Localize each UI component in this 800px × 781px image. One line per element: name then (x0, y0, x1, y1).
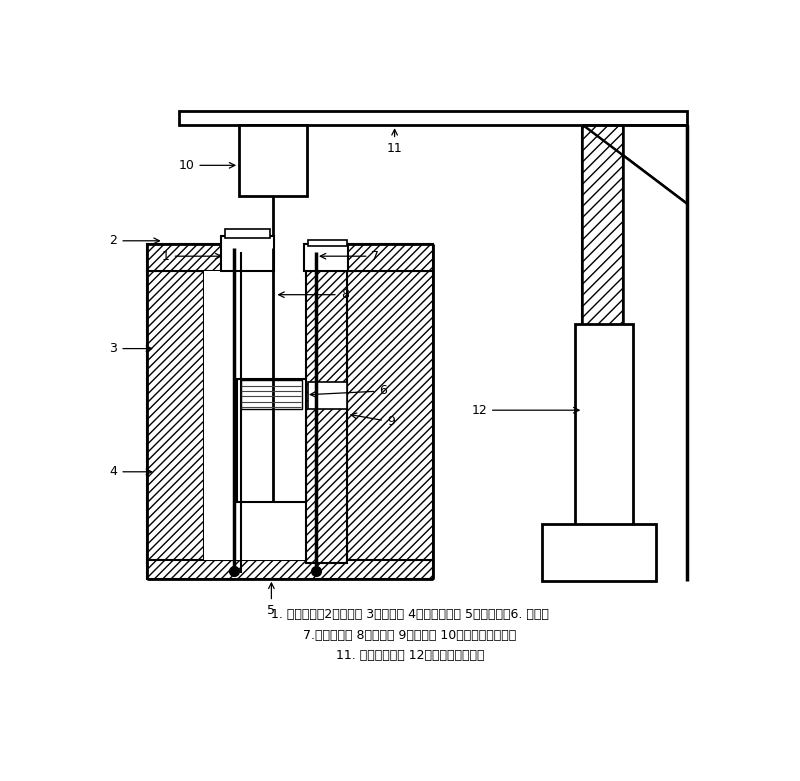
Text: 4: 4 (110, 465, 152, 478)
Text: 8: 8 (278, 288, 349, 301)
Bar (222, 236, 274, 271)
Bar (574, 324, 634, 526)
Bar (347, 271, 433, 563)
Text: 5: 5 (267, 583, 275, 617)
Text: 7.硅钼棒冷端 8、籽晶杆 9、热电偶 10、籽晶杆旋转电机: 7.硅钼棒冷端 8、籽晶杆 9、热电偶 10、籽晶杆旋转电机 (303, 629, 517, 641)
Bar (310, 244, 433, 271)
Text: 1. 陶瓷坩埚盆2、观察孔 3、保温砖 4、硅钼棒热端 5、铂锅底垫6. 铂坩埚: 1. 陶瓷坩埚盆2、观察孔 3、保温砖 4、硅钼棒热端 5、铂锅底垫6. 铂坩埚 (271, 608, 549, 621)
Text: 12: 12 (471, 404, 579, 417)
Text: 1: 1 (162, 250, 221, 262)
Bar (304, 244, 349, 271)
Bar (146, 271, 205, 563)
Text: 9: 9 (351, 413, 394, 428)
Text: 3: 3 (110, 342, 152, 355)
Bar (308, 240, 347, 246)
Bar (146, 560, 433, 579)
Bar (239, 125, 307, 196)
Text: 7: 7 (320, 250, 379, 262)
Bar (306, 271, 347, 563)
Bar (146, 244, 258, 271)
Text: 2: 2 (110, 234, 159, 248)
Text: 10: 10 (178, 159, 235, 172)
Bar (542, 524, 657, 581)
Bar (241, 380, 302, 409)
Text: 6: 6 (310, 384, 387, 398)
Bar (179, 112, 687, 125)
Bar (237, 379, 306, 502)
Bar (582, 125, 622, 326)
Bar (226, 230, 270, 238)
Bar (205, 271, 347, 560)
Bar (308, 383, 347, 409)
Text: 11. 电机固定横梁 12、籽晶杆升降装置: 11. 电机固定横梁 12、籽晶杆升降装置 (336, 649, 484, 662)
Text: 11: 11 (386, 130, 402, 155)
